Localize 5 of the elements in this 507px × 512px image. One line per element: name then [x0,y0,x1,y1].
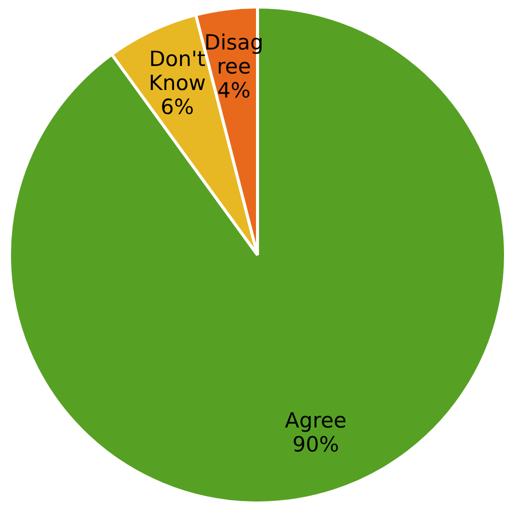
slice-label: Agree [284,408,347,433]
data-label: 6% [160,94,194,119]
slice-label: Don't Know [148,46,206,95]
data-label: 90% [292,432,340,457]
data-label: 4% [217,78,251,102]
